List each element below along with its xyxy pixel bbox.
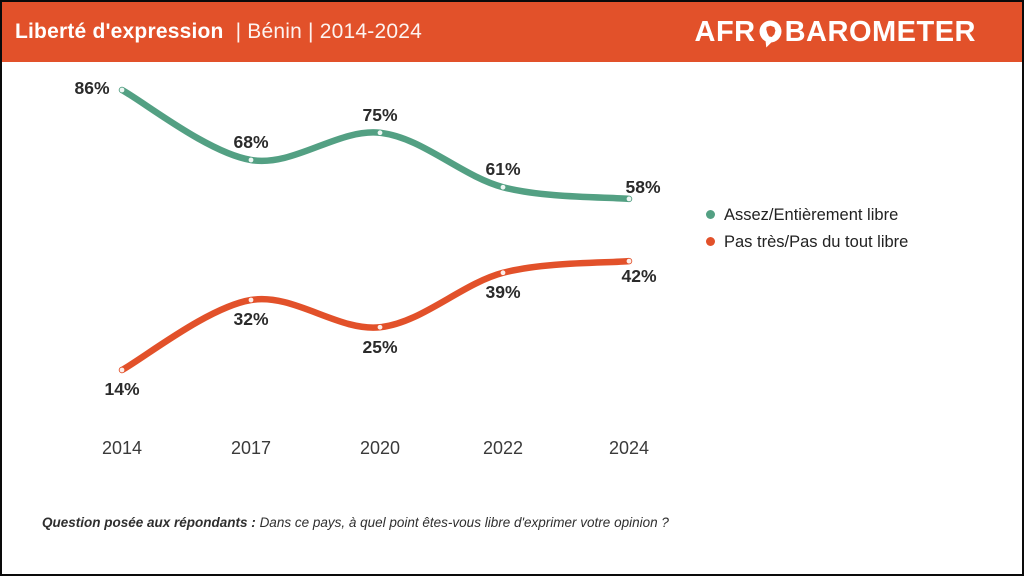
x-axis-label: 2014 — [102, 438, 142, 458]
survey-question-footnote: Question posée aux répondants : Dans ce … — [42, 515, 962, 530]
data-point-marker — [626, 258, 632, 264]
legend-dot-orange — [706, 237, 715, 246]
data-point-marker — [377, 130, 383, 136]
logo-text-prefix: AFR — [694, 15, 756, 48]
data-point-marker — [119, 87, 125, 93]
data-point-marker — [119, 367, 125, 373]
speech-bubble-africa-icon — [759, 20, 782, 48]
data-point-marker — [500, 270, 506, 276]
x-axis-label: 2024 — [609, 438, 649, 458]
data-point-label: 75% — [362, 105, 397, 125]
page-title: Liberté d'expression | Bénin | 2014-2024 — [15, 20, 422, 44]
data-point-label: 61% — [485, 159, 520, 179]
data-point-marker — [626, 196, 632, 202]
data-point-label: 39% — [485, 282, 520, 302]
data-point-label: 68% — [233, 132, 268, 152]
survey-question-prefix: Question posée aux répondants : — [42, 515, 256, 530]
logo-text-suffix: BAROMETER — [784, 15, 976, 48]
data-point-marker — [500, 184, 506, 190]
legend-item-free: Assez/Entièrement libre — [706, 204, 938, 226]
afrobarometer-logo: AFR BAROMETER — [695, 16, 977, 49]
chart-legend: Assez/Entièrement libre Pas très/Pas du … — [706, 204, 938, 258]
data-point-marker — [377, 324, 383, 330]
data-point-label: 86% — [74, 78, 109, 98]
data-point-label: 32% — [233, 309, 268, 329]
x-axis-label: 2022 — [483, 438, 523, 458]
page-title-topic: Liberté d'expression — [15, 20, 224, 43]
legend-dot-green — [706, 210, 715, 219]
legend-item-not-free: Pas très/Pas du tout libre — [706, 231, 938, 253]
header-bar: Liberté d'expression | Bénin | 2014-2024… — [2, 2, 1022, 62]
survey-question-text: Dans ce pays, à quel point êtes-vous lib… — [259, 515, 669, 530]
legend-label-not-free: Pas très/Pas du tout libre — [724, 233, 909, 251]
x-axis-label: 2020 — [360, 438, 400, 458]
data-point-marker — [248, 157, 254, 163]
x-axis-label: 2017 — [231, 438, 271, 458]
data-point-label: 58% — [625, 177, 660, 197]
data-point-label: 25% — [362, 337, 397, 357]
page-title-subtitle: | Bénin | 2014-2024 — [235, 20, 422, 43]
data-point-marker — [248, 297, 254, 303]
data-point-label: 14% — [104, 379, 139, 399]
legend-label-free: Assez/Entièrement libre — [724, 206, 899, 224]
data-point-label: 42% — [621, 266, 656, 286]
